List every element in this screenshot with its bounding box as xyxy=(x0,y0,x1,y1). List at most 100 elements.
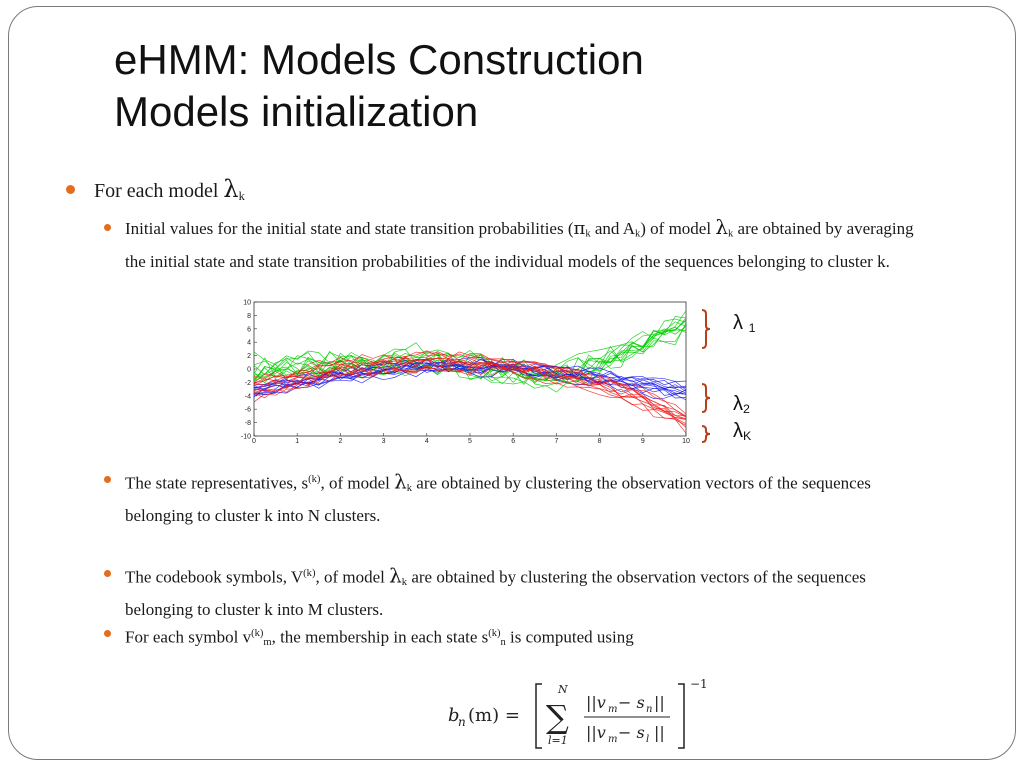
slide-title: eHMM: Models Construction Models initial… xyxy=(114,34,644,138)
lambda-subscript: k xyxy=(238,189,245,204)
series-line xyxy=(253,359,687,417)
text-part: are obtained by averaging the initial st… xyxy=(125,219,914,271)
text-part: , of model xyxy=(320,473,395,493)
y-tick-label: 0 xyxy=(247,367,251,374)
text-part: , of model xyxy=(315,567,390,587)
series-line xyxy=(253,319,687,383)
y-tick-label: 6 xyxy=(247,326,251,333)
formula-denominator: ||v xyxy=(586,723,606,742)
text-part: For each symbol v xyxy=(125,627,252,647)
bullet-text: For each model xyxy=(94,180,224,202)
formula-lhs: b xyxy=(448,705,460,726)
brace-lambda-2-icon xyxy=(701,383,711,413)
formula-sum-top: N xyxy=(557,683,568,696)
lambda-subscript: k xyxy=(401,576,408,588)
lambda-subscript: k xyxy=(406,482,413,494)
text-part: The state representatives, s xyxy=(125,473,309,493)
x-tick-label: 6 xyxy=(511,438,515,444)
text-part: are obtained by clustering the observati… xyxy=(125,567,866,619)
formula-num-sub: m xyxy=(608,704,617,715)
x-tick-label: 1 xyxy=(295,438,299,444)
x-tick-label: 5 xyxy=(468,438,472,444)
membership-formula: b n (m) = N ∑ l=1 ||v m − s n || ||v m −… xyxy=(448,677,708,749)
series-line xyxy=(253,364,687,425)
superscript: (k) xyxy=(308,474,321,485)
x-tick-label: 7 xyxy=(554,438,558,444)
lambda-symbol: λ xyxy=(223,175,239,203)
y-tick-label: 10 xyxy=(243,300,251,307)
superscript: (k) xyxy=(303,568,316,579)
series-line xyxy=(253,367,687,401)
y-tick-label: -8 xyxy=(245,420,251,427)
y-tick-label: -10 xyxy=(241,434,251,441)
y-tick-label: -4 xyxy=(245,393,251,400)
x-tick-label: 10 xyxy=(682,438,690,444)
bullet-codebook-symbols: The codebook symbols, V(k), of model λk … xyxy=(104,560,935,623)
bullet-dot-icon xyxy=(104,476,111,483)
text-part: and A xyxy=(590,219,635,238)
series-line xyxy=(253,366,687,428)
y-tick-label: -2 xyxy=(245,380,251,387)
formula-sum-sigma: ∑ xyxy=(546,698,569,736)
superscript: (k) xyxy=(488,628,501,639)
trajectory-chart: 0 1 2 3 4 5 6 7 8 9 10 10 8 6 4 2 0 -2 -4 -6 -8 -10 xyxy=(241,300,690,445)
brace-lambda-1-icon xyxy=(701,309,711,349)
bullet-dot-icon xyxy=(104,630,111,637)
cluster-braces xyxy=(701,309,711,443)
brace-lambda-k-icon xyxy=(701,425,711,443)
series-line xyxy=(253,357,687,419)
formula-den-end: || xyxy=(654,723,665,742)
pi-symbol: π xyxy=(573,218,586,239)
formula-exponent: −1 xyxy=(690,677,708,691)
text-part: is computed using xyxy=(505,627,634,647)
x-tick-label: 8 xyxy=(598,438,602,444)
text-part: The codebook symbols, V xyxy=(125,567,304,587)
formula-sum-bottom: l=1 xyxy=(548,734,568,747)
bullet-dot-icon xyxy=(66,185,75,194)
superscript: (k) xyxy=(251,628,264,639)
slide-frame xyxy=(8,6,1016,760)
formula-num-2: − s xyxy=(618,693,645,712)
subscript: n xyxy=(500,636,506,648)
x-tick-label: 0 xyxy=(252,438,256,444)
lambda-symbol: λ xyxy=(715,215,729,239)
text-part: Initial values for the initial state and… xyxy=(125,219,574,238)
formula-left-bracket xyxy=(535,683,542,749)
formula-right-bracket xyxy=(678,683,685,749)
x-tick-label: 3 xyxy=(382,438,386,444)
bullet-dot-icon xyxy=(104,224,111,231)
y-tick-label: 8 xyxy=(247,313,251,320)
bullet-state-representatives: The state representatives, s(k), of mode… xyxy=(104,466,935,529)
legend-lambda-k: λK xyxy=(733,420,752,444)
series-line xyxy=(253,357,687,418)
bullet-initial-values: Initial values for the initial state and… xyxy=(104,214,935,275)
series-line xyxy=(253,351,687,418)
subscript: m xyxy=(263,636,272,648)
chart-lines xyxy=(253,310,687,434)
pi-subscript: k xyxy=(585,228,591,240)
x-tick-label: 2 xyxy=(338,438,342,444)
chart-axes: 0 1 2 3 4 5 6 7 8 9 10 10 8 6 4 2 0 -2 -4 -6 -8 -10 xyxy=(241,300,690,445)
title-line-2: Models initialization xyxy=(114,88,479,135)
series-line xyxy=(253,364,687,434)
text-part: , the membership in each state s xyxy=(271,627,489,647)
bullet-membership: For each symbol v(k)m, the membership in… xyxy=(104,620,935,656)
series-line xyxy=(253,325,687,384)
x-tick-label: 4 xyxy=(425,438,429,444)
y-tick-label: 4 xyxy=(247,340,251,347)
formula-den-2: − s xyxy=(618,723,645,742)
braces-group xyxy=(701,309,711,443)
formula-num-end: || xyxy=(654,693,665,712)
text-part: ) of model xyxy=(640,219,716,238)
legend-lambda-2: λ2 xyxy=(733,393,750,417)
formula-lhs-sub: n xyxy=(458,715,466,729)
formula-den2-sub: l xyxy=(646,734,649,745)
legend-lambda-1: λ 1 xyxy=(733,312,756,336)
series-line xyxy=(253,320,687,376)
bullet-dot-icon xyxy=(104,570,111,577)
y-tick-label: -6 xyxy=(245,407,251,414)
formula-num2-sub: n xyxy=(646,704,652,715)
a-subscript: k xyxy=(635,228,641,240)
y-tick-label: 2 xyxy=(247,353,251,360)
